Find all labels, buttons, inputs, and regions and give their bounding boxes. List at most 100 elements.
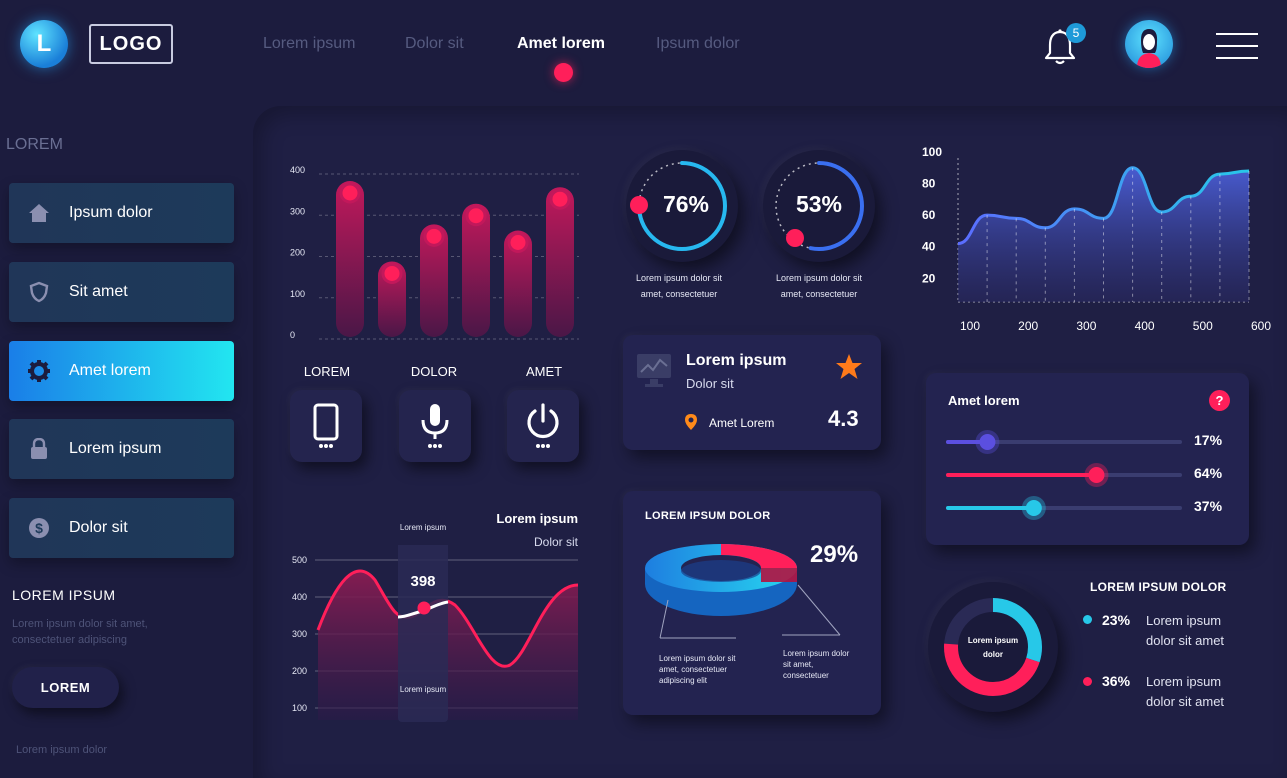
bar-point[interactable] [549,188,571,210]
line-chart-y-tick: 20 [922,271,936,285]
logo-text[interactable]: LOGO [89,24,173,64]
line-chart-x-tick: 500 [1193,319,1213,333]
donut-segment-cyan[interactable] [944,598,1042,696]
gear-icon [9,359,69,383]
sidebar-item-label: Sit amet [69,283,128,300]
donut-3d-percent: 29% [810,541,859,568]
sliders-card [926,373,1249,545]
logo-badge[interactable]: L [20,20,68,68]
legend-dot-pink [1083,677,1092,686]
bar[interactable] [336,181,364,337]
user-avatar[interactable] [1125,20,1173,68]
bar-point[interactable] [507,232,529,253]
donut-segment-pink[interactable] [944,598,1042,696]
sidebar-item-amet-lorem[interactable]: Amet lorem [9,341,234,401]
legend-dot-cyan [1083,615,1092,624]
wave-chart-y-tick: 200 [292,666,307,676]
wave-tooltip-top: Lorem ipsum [399,523,447,532]
nav-item-lorem-ipsum[interactable]: Lorem ipsum [263,35,356,52]
bar-point[interactable] [423,225,445,247]
location-pin-icon [685,414,697,430]
legend-value-2: 36% [1102,673,1131,689]
donut-3d-note-right: Lorem ipsum dolor sit amet, consectetuer [783,649,850,680]
donut-center-label: Lorem ipsum dolor [967,636,1019,659]
line-chart-line [957,166,1250,246]
progress-value-2: 53% [795,191,843,217]
sliders-title: Amet lorem [948,393,1020,408]
bar[interactable] [504,230,532,338]
nav-item-amet-lorem[interactable]: Amet lorem [517,35,606,52]
line-chart: 100 80 60 40 20 100 200 300 400 500 600 [922,145,1271,333]
donut-3d-chart [645,544,841,639]
legend-value-1: 23% [1102,612,1131,628]
slider-knob[interactable] [979,434,996,450]
progress-ring-1 [630,161,727,251]
sidebar-item-sit-amet[interactable]: Sit amet [9,262,234,322]
bar-chart: 400 300 200 100 0 [290,165,579,340]
sidebar-item-label: Ipsum dolor [69,204,153,221]
slider-value-3: 37% [1194,498,1223,514]
progress-value-1: 76% [662,191,710,217]
wave-chart-y-tick: 300 [292,629,307,639]
slider-value-1: 17% [1194,432,1223,448]
sidebar-footer-text: Lorem ipsum dolor [16,744,108,756]
line-chart-y-tick: 60 [922,208,936,222]
power-button[interactable] [507,390,579,462]
device-label-lorem: LOREM [303,364,351,379]
wave-highlight-point[interactable] [417,601,431,615]
wave-chart: 500 400 300 200 100 [292,545,579,722]
line-chart-y-tick: 40 [922,240,936,254]
slider-knob[interactable] [1025,500,1042,516]
monitor-icon [637,354,671,387]
phone-button[interactable] [290,390,362,462]
sidebar-section-description: Lorem ipsum dolor sit amet, consectetuer… [12,618,148,646]
bar[interactable] [546,187,574,337]
bar-chart-y-tick: 0 [290,330,295,340]
line-chart-x-tick: 100 [960,319,980,333]
progress-knob-1[interactable] [630,196,648,214]
shield-icon [9,281,69,303]
info-card-title: Lorem ipsum [686,352,787,369]
progress-knob-2[interactable] [786,229,804,247]
sliders-tracks [946,430,1182,520]
bar[interactable] [462,203,490,337]
sidebar-item-label: Lorem ipsum [69,440,162,457]
device-label-amet: AMET [525,364,563,379]
progress-caption-1: Lorem ipsum dolor sit amet, consectetuer [635,273,723,299]
microphone-button[interactable] [399,390,471,462]
wave-tooltip-band [398,545,448,722]
donut-chart [944,598,1042,696]
sidebar-item-lorem-ipsum[interactable]: Lorem ipsum [9,419,234,479]
hamburger-menu-icon[interactable] [1216,33,1258,61]
legend-label-1: Lorem ipsum dolor sit amet [1146,613,1225,648]
sidebar-item-dolor-sit[interactable]: $ Dolor sit [9,498,234,558]
legend-label-2: Lorem ipsum dolor sit amet [1146,674,1225,709]
donut-3d-note-left: Lorem ipsum dolor sit amet, consectetuer a… [659,654,736,685]
active-nav-indicator [554,63,573,82]
wave-tooltip-bottom: Lorem ipsum [399,685,447,694]
nav-item-ipsum-dolor[interactable]: Ipsum dolor [656,35,740,52]
sidebar-item-ipsum-dolor[interactable]: Ipsum dolor [9,183,234,243]
bar[interactable] [420,224,448,337]
bar-point[interactable] [381,262,403,284]
star-icon[interactable] [835,353,863,381]
sidebar-item-label: Amet lorem [69,362,151,379]
progress-caption-2: Lorem ipsum dolor sit amet, consectetuer [775,273,863,299]
line-chart-y-tick: 100 [922,145,942,159]
wave-chart-y-tick: 100 [292,703,307,713]
bar-chart-y-tick: 400 [290,165,305,175]
sidebar-lorem-button[interactable]: LOREM [12,667,119,708]
sidebar-heading: LOREM [6,136,63,153]
bar-point[interactable] [465,205,487,227]
nav-item-dolor-sit[interactable]: Dolor sit [405,35,464,52]
wave-tooltip-value: 398 [410,573,436,590]
bar-point[interactable] [339,182,361,204]
wave-chart-y-tick: 400 [292,592,307,602]
help-icon[interactable]: ? [1209,390,1230,411]
line-chart-x-tick: 400 [1135,319,1155,333]
slider-knob[interactable] [1088,467,1105,483]
bar-chart-y-tick: 100 [290,289,305,299]
wave-chart-title: Lorem ipsum [496,511,578,526]
power-icon [527,403,559,448]
wave-chart-y-tick: 500 [292,555,307,565]
